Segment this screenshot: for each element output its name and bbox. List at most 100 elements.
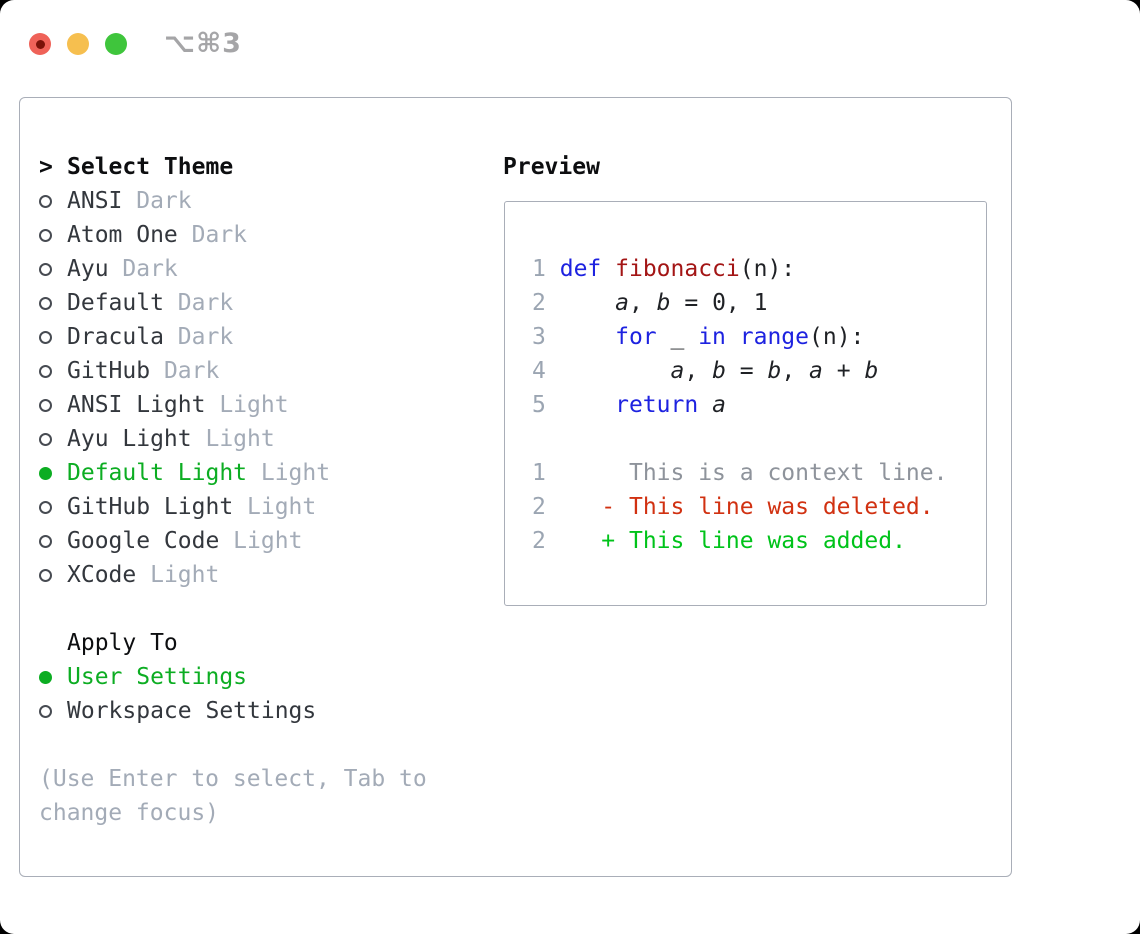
code-token [726,324,740,350]
code-line: 5 return a [532,388,986,422]
theme-item-atom-one[interactable]: Atom One Dark [39,218,427,252]
apply-option-label: User Settings [67,664,248,690]
theme-variant: Light [136,562,220,588]
zoom-button[interactable] [105,33,127,55]
theme-variant: Dark [108,256,178,282]
theme-name: XCode [67,562,137,588]
radio-cell [39,558,67,592]
code-token: _ [656,324,699,350]
close-button[interactable] [29,33,51,55]
line-number: 5 [532,392,546,418]
code-token: = 0, 1 [670,290,768,316]
radio-unselected-icon [39,535,52,548]
code-token: + [822,358,865,384]
code-token [546,324,560,350]
radio-cell [39,694,67,728]
diff-spacer [546,494,601,520]
radio-unselected-icon [39,297,52,310]
diff-line-added: 2 + This line was added. [532,524,986,558]
line-number: 1 [532,460,546,486]
code-line: 2 a, b = 0, 1 [532,286,986,320]
diff-line-context: 1 This is a context line. [532,456,986,490]
theme-name: ANSI Light [67,392,206,418]
theme-name: Default [67,290,164,316]
theme-item-google-code[interactable]: Google Code Light [39,524,427,558]
theme-name: Ayu [67,256,109,282]
theme-item-ayu-light[interactable]: Ayu Light Light [39,422,427,456]
radio-unselected-icon [39,433,52,446]
theme-name: Atom One [67,222,178,248]
theme-picker-panel: > Select Theme ANSI Dark Atom One Dark Ayu … [19,97,1012,877]
code-token [560,290,615,316]
radio-unselected-icon [39,501,52,514]
code-token: range [739,324,810,350]
theme-variant: Light [205,392,289,418]
theme-name: ANSI [67,188,123,214]
code-token: in [698,324,726,350]
radio-unselected-icon [39,365,52,378]
apply-option-user-settings[interactable]: User Settings [39,660,427,694]
code-token: = [725,358,768,384]
line-number: 4 [532,358,546,384]
code-token [601,256,615,282]
code-token [698,392,712,418]
theme-item-ansi[interactable]: ANSI Dark [39,184,427,218]
radio-cell [39,320,67,354]
spacer [532,422,986,456]
apply-option-label: Workspace Settings [67,698,317,724]
code-token: b [767,358,782,384]
diff-spacer [615,528,629,554]
window-shortcut-label: ⌥⌘3 [164,28,242,59]
line-number: 2 [532,494,546,520]
radio-cell [39,184,67,218]
theme-variant: Light [191,426,275,452]
theme-item-xcode[interactable]: XCode Light [39,558,427,592]
theme-list: ANSI Dark Atom One Dark Ayu Dark Default Da… [39,184,427,592]
theme-item-ayu[interactable]: Ayu Dark [39,252,427,286]
theme-variant: Dark [177,222,248,248]
select-theme-header: > Select Theme [39,150,427,184]
edited-dot-icon [35,39,45,49]
code-token: a [712,392,726,418]
code-line: 4 a, b = b, a + b [532,354,986,388]
line-number: 2 [532,290,546,316]
radio-selected-icon [39,671,52,684]
code-token: b [656,290,671,316]
apply-option-workspace-settings[interactable]: Workspace Settings [39,694,427,728]
left-column: > Select Theme ANSI Dark Atom One Dark Ayu … [39,150,427,830]
theme-variant: Dark [122,188,192,214]
diff-marker-icon [601,460,615,486]
theme-item-default-light[interactable]: Default Light Light [39,456,427,490]
theme-name: Ayu Light [67,426,192,452]
theme-item-dracula[interactable]: Dracula Dark [39,320,427,354]
code-token [560,392,615,418]
prompt-icon: > [39,154,53,180]
code-token: a [670,358,685,384]
code-token: (n): [809,324,865,350]
code-token: (n): [739,256,796,282]
diff-text: This line was added. [628,528,906,554]
hint-block: (Use Enter to select, Tab to change focus… [39,762,427,830]
theme-name: GitHub [67,358,151,384]
radio-cell [39,354,67,388]
theme-variant: Dark [163,290,234,316]
code-token [560,358,671,384]
theme-item-github[interactable]: GitHub Dark [39,354,427,388]
diff-text: This is a context line. [628,460,948,486]
theme-item-github-light[interactable]: GitHub Light Light [39,490,427,524]
diff-spacer [615,460,629,486]
apply-to-title: Apply To [67,630,178,656]
code-token [560,324,615,350]
code-token: return [615,392,699,418]
theme-variant: Light [233,494,317,520]
theme-item-default[interactable]: Default Dark [39,286,427,320]
hint-text: change focus) [39,800,220,826]
diff-preview: 1 This is a context line. 2 - This line w… [532,456,986,558]
theme-item-ansi-light[interactable]: ANSI Light Light [39,388,427,422]
minimize-button[interactable] [67,33,89,55]
theme-variant: Light [219,528,303,554]
radio-cell [39,218,67,252]
